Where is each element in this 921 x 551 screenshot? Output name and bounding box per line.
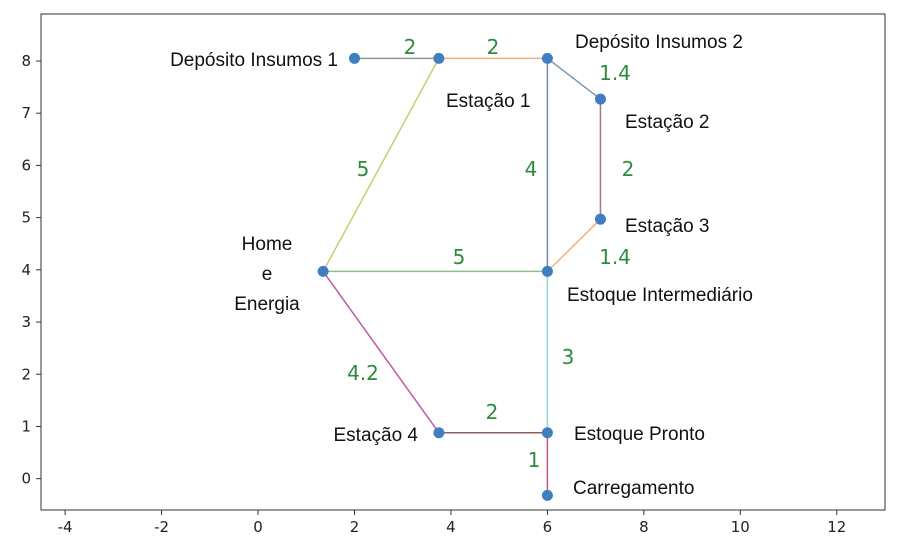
nodes: [317, 52, 606, 501]
node-dep2: [541, 52, 553, 64]
y-tick-label: 3: [21, 313, 31, 331]
x-tick-label: -2: [154, 518, 169, 536]
y-tick-label: 8: [21, 52, 31, 70]
node-ei: [541, 265, 553, 277]
node-est2: [594, 93, 606, 105]
y-tick-label: 7: [21, 104, 31, 122]
edge-est1-home: [322, 58, 440, 272]
node-label-est4: Estação 4: [334, 425, 419, 446]
edge-weight-label: 5: [453, 245, 466, 269]
edge-weight-label: 3: [562, 345, 575, 369]
x-tick-label: -4: [58, 518, 73, 536]
edges: [322, 57, 602, 496]
x-tick-label: 8: [639, 518, 649, 536]
node-label-ep: Estoque Pronto: [574, 424, 705, 445]
node-ep: [541, 427, 553, 439]
x-tick-label: 12: [827, 518, 846, 536]
x-tick-label: 10: [731, 518, 750, 536]
edge-home-est4: [322, 270, 440, 434]
edge-weight-label: 1.4: [599, 61, 631, 85]
node-est1: [433, 52, 445, 64]
edge-weights: 2 2 1.4 2 1.4 4 5 5 3 4.2 2 1: [347, 35, 634, 472]
edge-est3-ei: [546, 218, 601, 272]
node-label-dep2: Depósito Insumos 2: [575, 32, 743, 53]
y-tick-label: 2: [21, 365, 31, 383]
x-tick-label: 6: [543, 518, 553, 536]
node-labels: Depósito Insumos 1 Estação 1 Depósito Insu…: [170, 32, 753, 499]
node-label-est1: Estação 1: [446, 91, 531, 112]
plot-area-frame: [40, 13, 886, 511]
edge-weight-label: 4: [525, 157, 538, 181]
y-tick-label: 4: [21, 261, 31, 279]
edge-weight-label: 2: [622, 157, 635, 181]
x-tick-label: 0: [253, 518, 263, 536]
node-label-ei: Estoque Intermediário: [567, 285, 753, 306]
y-tick-label: 0: [21, 470, 31, 488]
x-tick-label: 2: [350, 518, 360, 536]
node-label-car: Carregamento: [573, 478, 694, 499]
node-est4: [433, 427, 445, 439]
edge-weight-label: 5: [357, 157, 370, 181]
node-car: [541, 489, 553, 501]
edge-weight-label: 4.2: [347, 361, 379, 385]
edge-weight-label: 1: [528, 448, 541, 472]
node-est3: [594, 213, 606, 225]
node-label-est3: Estação 3: [625, 216, 710, 237]
x-tick-label: 4: [446, 518, 456, 536]
node-home: [317, 265, 329, 277]
node-label-home: Home e Energia: [234, 234, 300, 315]
edge-weight-label: 2: [487, 35, 500, 59]
edge-weight-label: 2: [404, 35, 417, 59]
node-label-est2: Estação 2: [625, 112, 710, 133]
y-tick-label: 5: [21, 209, 31, 227]
edge-weight-label: 2: [486, 400, 499, 424]
y-tick-label: 6: [21, 156, 31, 174]
node-label-dep1: Depósito Insumos 1: [170, 50, 338, 71]
edge-dep2-est2: [546, 57, 601, 100]
edge-weight-label: 1.4: [599, 245, 631, 269]
node-dep1: [348, 52, 360, 64]
y-tick-label: 1: [21, 417, 31, 435]
